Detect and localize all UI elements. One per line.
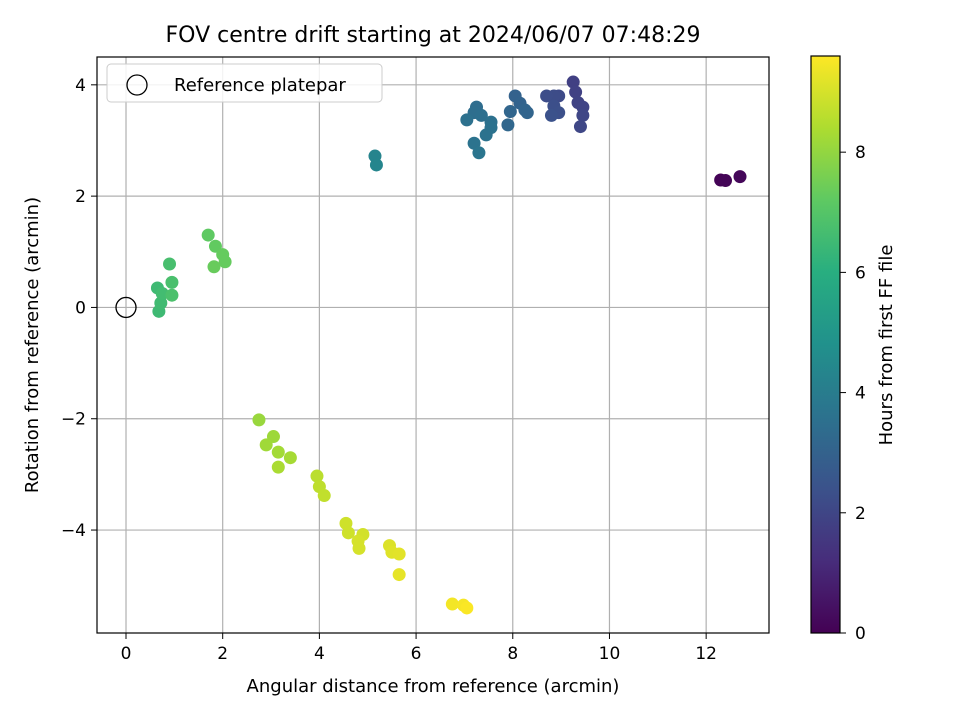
colorbar-tick-label: 8	[855, 143, 866, 163]
colorbar: 0 2 4 6 8 Hours from first FF file	[810, 55, 897, 644]
data-point	[352, 541, 366, 555]
data-point	[392, 568, 406, 582]
x-tick-label: 0	[121, 644, 132, 664]
reference-platepar-marker	[115, 296, 137, 319]
x-tick-label: 6	[411, 644, 422, 664]
data-point	[501, 118, 515, 132]
x-tick-label: 8	[507, 644, 518, 664]
data-point	[283, 451, 297, 465]
y-axis-label: Rotation from reference (arcmin)	[22, 197, 43, 493]
legend: Reference platepar	[106, 63, 383, 103]
data-point	[576, 108, 590, 122]
data-point	[445, 597, 459, 611]
data-point	[252, 413, 266, 427]
data-point	[392, 547, 406, 561]
data-point	[733, 170, 747, 184]
data-points	[150, 75, 747, 615]
data-point	[165, 275, 179, 289]
data-point	[201, 228, 215, 242]
y-axis-ticks: −4 −2 0 2 4	[61, 76, 97, 541]
colorbar-label: Hours from first FF file	[876, 245, 897, 446]
data-point	[460, 113, 474, 127]
colorbar-tick-label: 0	[855, 624, 866, 644]
y-tick-label: −2	[61, 410, 86, 430]
data-point	[503, 105, 517, 119]
y-tick-label: −4	[61, 521, 86, 541]
colorbar-tick-label: 6	[855, 263, 866, 283]
legend-box	[106, 63, 383, 103]
data-point	[474, 108, 488, 122]
x-tick-label: 12	[695, 644, 717, 664]
colorbar-ticks: 0 2 4 6 8	[840, 143, 866, 644]
data-point	[369, 158, 383, 172]
data-point	[573, 120, 587, 134]
reference-layer	[115, 296, 137, 319]
data-point	[520, 106, 534, 120]
data-point	[259, 438, 273, 452]
colorbar-frame	[810, 55, 841, 634]
y-tick-label: 2	[75, 187, 86, 207]
x-tick-label: 4	[314, 644, 325, 664]
data-point	[718, 174, 732, 188]
data-point	[218, 255, 232, 269]
data-point	[271, 445, 285, 459]
data-point	[472, 146, 486, 160]
data-point	[317, 489, 331, 503]
data-point	[165, 288, 179, 302]
legend-marker	[126, 74, 148, 96]
data-point	[566, 75, 580, 89]
colorbar-tick-label: 4	[855, 384, 866, 404]
x-tick-label: 2	[217, 644, 228, 664]
colorbar-tick-label: 2	[855, 504, 866, 524]
data-point	[341, 526, 355, 540]
x-axis-label: Angular distance from reference (arcmin)	[247, 676, 620, 697]
grid	[97, 57, 769, 633]
y-tick-label: 4	[75, 76, 86, 96]
data-point	[207, 260, 221, 274]
plot-frame	[96, 56, 770, 634]
data-point	[540, 89, 554, 103]
data-point	[271, 460, 285, 474]
x-tick-label: 10	[599, 644, 621, 664]
data-point	[310, 469, 324, 483]
data-point	[460, 601, 474, 615]
data-point	[544, 108, 558, 122]
x-axis-ticks: 0 2 4 6 8 10 12	[121, 633, 717, 664]
chart-title: FOV centre drift starting at 2024/06/07 …	[166, 23, 701, 48]
data-point	[479, 128, 493, 142]
legend-label: Reference platepar	[174, 75, 346, 96]
y-tick-label: 0	[75, 298, 86, 318]
data-point	[155, 287, 169, 301]
data-point	[569, 85, 583, 99]
colorbar-gradient	[811, 56, 840, 633]
data-point	[163, 257, 177, 271]
